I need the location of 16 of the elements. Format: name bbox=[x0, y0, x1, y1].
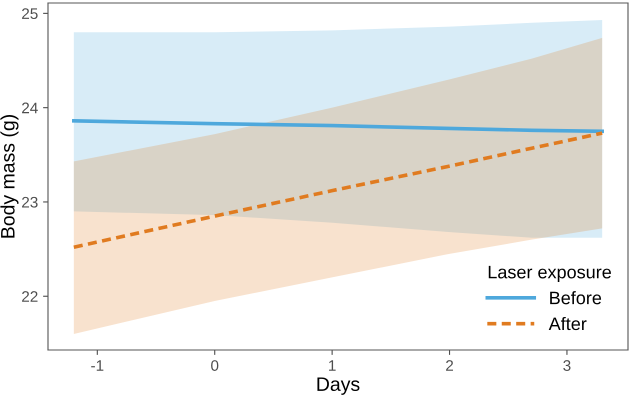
y-tick-label: 24 bbox=[22, 102, 38, 114]
line-series bbox=[72, 119, 604, 134]
legend-label: Before bbox=[550, 291, 602, 304]
legend-title: Laser exposure bbox=[488, 266, 611, 282]
y-tick-label: 25 bbox=[22, 8, 38, 20]
y-tick-label: 22 bbox=[22, 291, 38, 302]
y-tick-label: 23 bbox=[22, 196, 38, 208]
y-axis-title: Body mass (g) bbox=[0, 115, 19, 238]
line-series bbox=[72, 131, 604, 250]
x-tick-label: 2 bbox=[446, 360, 454, 371]
x-tick-label: 1 bbox=[329, 360, 336, 371]
x-tick-label: 3 bbox=[563, 360, 571, 371]
x-axis-title: Days bbox=[317, 377, 360, 395]
x-tick-label: -1 bbox=[91, 360, 104, 371]
x-tick-label: 0 bbox=[211, 360, 218, 371]
legend-label: After bbox=[548, 316, 587, 330]
